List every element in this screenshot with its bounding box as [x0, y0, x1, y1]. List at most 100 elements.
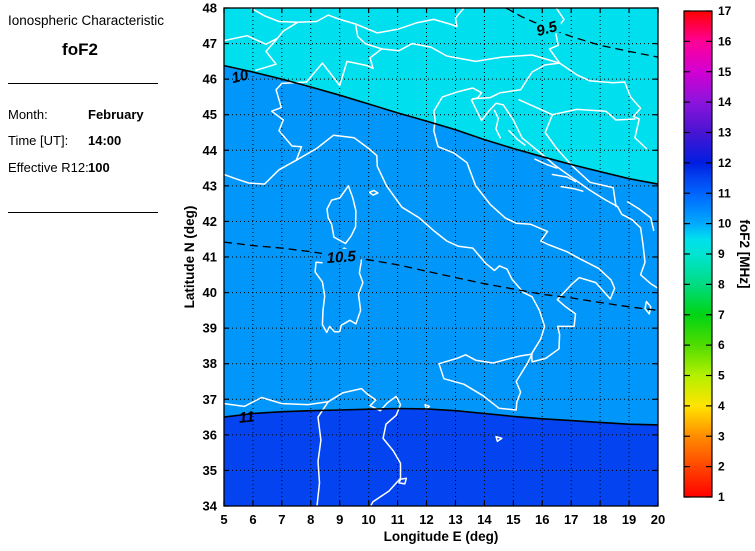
- x-tick-label: 14: [477, 512, 492, 527]
- istria-dalmatia-albania-coast: [470, 91, 658, 290]
- grid-lines: [224, 8, 658, 506]
- colorbar-tick-label: 16: [718, 34, 732, 48]
- r12-row: Effective R12: 100: [8, 160, 178, 178]
- x-tick-label: 12: [419, 512, 433, 527]
- x-tick-label: 6: [249, 512, 256, 527]
- x-tick-label: 13: [448, 512, 462, 527]
- colorbar-ticks: [684, 10, 712, 498]
- r12-value: 100: [88, 160, 110, 175]
- time-row: Time [UT]: 14:00: [8, 133, 178, 151]
- x-tick-label: 15: [506, 512, 520, 527]
- y-tick-label: 41: [203, 250, 217, 265]
- month-row: Month: February: [8, 107, 178, 125]
- colorbar-tick-label: 13: [718, 126, 732, 140]
- sicily: [438, 353, 533, 411]
- time-label: Time [UT]:: [8, 133, 69, 148]
- contour-9.5: [505, 8, 658, 58]
- corfu-island: [644, 300, 652, 315]
- y-tick-label: 47: [203, 36, 217, 51]
- x-tick-labels: 5 6 7 8 9 10 11 12 13 14 15 16 17 18 19 20: [220, 512, 665, 527]
- x-axis-title: Longitude E (deg): [384, 529, 499, 544]
- fill-band-above-10: [224, 8, 658, 185]
- y-tick-label: 48: [203, 1, 217, 16]
- contour-label-text: 11: [238, 408, 255, 427]
- y-tick-label: 35: [203, 463, 217, 478]
- croatia-island-2: [508, 129, 526, 146]
- time-value: 14:00: [88, 133, 122, 148]
- axis-ticks: [223, 7, 659, 507]
- colorbar-tick-label: 11: [718, 186, 731, 200]
- contour-11: [224, 407, 658, 426]
- y-tick-label: 39: [203, 321, 217, 336]
- contour-10: [224, 64, 658, 185]
- colorbar-tick-label: 12: [718, 156, 732, 170]
- y-tick-label: 34: [203, 499, 218, 514]
- colorbar-tick-label: 1: [718, 490, 725, 504]
- colorbar-tick-label: 9: [718, 247, 725, 261]
- montenegro-albania-border: [626, 201, 655, 232]
- y-tick-label: 37: [203, 392, 217, 407]
- italy-coast: [224, 87, 616, 363]
- month-label: Month:: [8, 107, 48, 122]
- contour-label-11: 11: [238, 408, 255, 427]
- colorbar-tick-label: 2: [718, 460, 725, 474]
- colorbar-tick-label: 8: [718, 277, 725, 291]
- y-tick-labels: 34 35 36 37 38 39 40 41 42 43 44 45 46 47 48: [203, 1, 218, 514]
- x-tick-label: 17: [564, 512, 578, 527]
- colorbar-tick-label: 5: [718, 369, 725, 383]
- croatia-island-1: [493, 109, 502, 139]
- contour-label-text: 10: [230, 66, 251, 87]
- france-germany-border: [249, 8, 299, 23]
- coastlines: [224, 8, 658, 506]
- y-tick-label: 45: [203, 107, 217, 122]
- colorbar-tick-label: 10: [718, 217, 732, 231]
- y-tick-label: 42: [203, 214, 217, 229]
- divider-bottom: [8, 212, 158, 213]
- contour-label-text: 10.5: [326, 248, 357, 267]
- x-tick-label: 16: [535, 512, 549, 527]
- corsica: [326, 185, 357, 245]
- algeria-tunisia-border: [316, 401, 329, 506]
- x-tick-label: 20: [651, 512, 665, 527]
- elba-island: [368, 189, 379, 196]
- contour-label-text: 9.5: [534, 18, 559, 40]
- info-panel: Ionospheric Characteristic foF2 Month: F…: [0, 0, 180, 551]
- month-value: February: [88, 107, 144, 122]
- italy-north-border: [305, 42, 477, 87]
- y-tick-label: 40: [203, 285, 217, 300]
- y-tick-label: 38: [203, 356, 217, 371]
- colorbar-tick-label: 7: [718, 308, 725, 322]
- swiss-border: [255, 14, 383, 72]
- sardinia: [314, 247, 364, 334]
- austria-hungary-border: [548, 8, 565, 64]
- slovenia-croatia-border: [472, 62, 561, 100]
- y-tick-label: 36: [203, 427, 217, 442]
- contour-10.5: [224, 241, 658, 312]
- contour-labels: 9.5 10 10.5 11: [230, 16, 563, 427]
- colorbar-tick-label: 6: [718, 338, 725, 352]
- colorbar-tick-label: 17: [718, 4, 732, 18]
- contour-lines: [224, 8, 658, 426]
- bosnia-dinaric-border: [544, 113, 617, 208]
- colorbar-tick-label: 15: [718, 65, 732, 79]
- x-tick-label: 9: [336, 512, 343, 527]
- x-tick-label: 18: [593, 512, 607, 527]
- x-tick-label: 7: [278, 512, 285, 527]
- malta-island: [495, 435, 503, 443]
- germany-austria-border: [354, 8, 465, 34]
- y-tick-label: 46: [203, 72, 217, 87]
- x-tick-label: 10: [361, 512, 375, 527]
- divider-top: [8, 83, 158, 84]
- colorbar-tick-label: 14: [718, 95, 732, 109]
- r12-label: Effective R12:: [8, 160, 89, 175]
- y-axis-title: Latitude N (deg): [182, 206, 197, 309]
- croatia-island-5: [560, 185, 584, 192]
- kerkennah-island: [398, 477, 408, 485]
- colorbar-tick-label: 4: [718, 399, 725, 413]
- croatia-bosnia-border: [518, 99, 636, 121]
- hungary-croatia-serbia-border: [558, 62, 648, 150]
- colorbar-title: foF2 [MHz]: [737, 220, 752, 289]
- x-tick-label: 11: [391, 512, 405, 527]
